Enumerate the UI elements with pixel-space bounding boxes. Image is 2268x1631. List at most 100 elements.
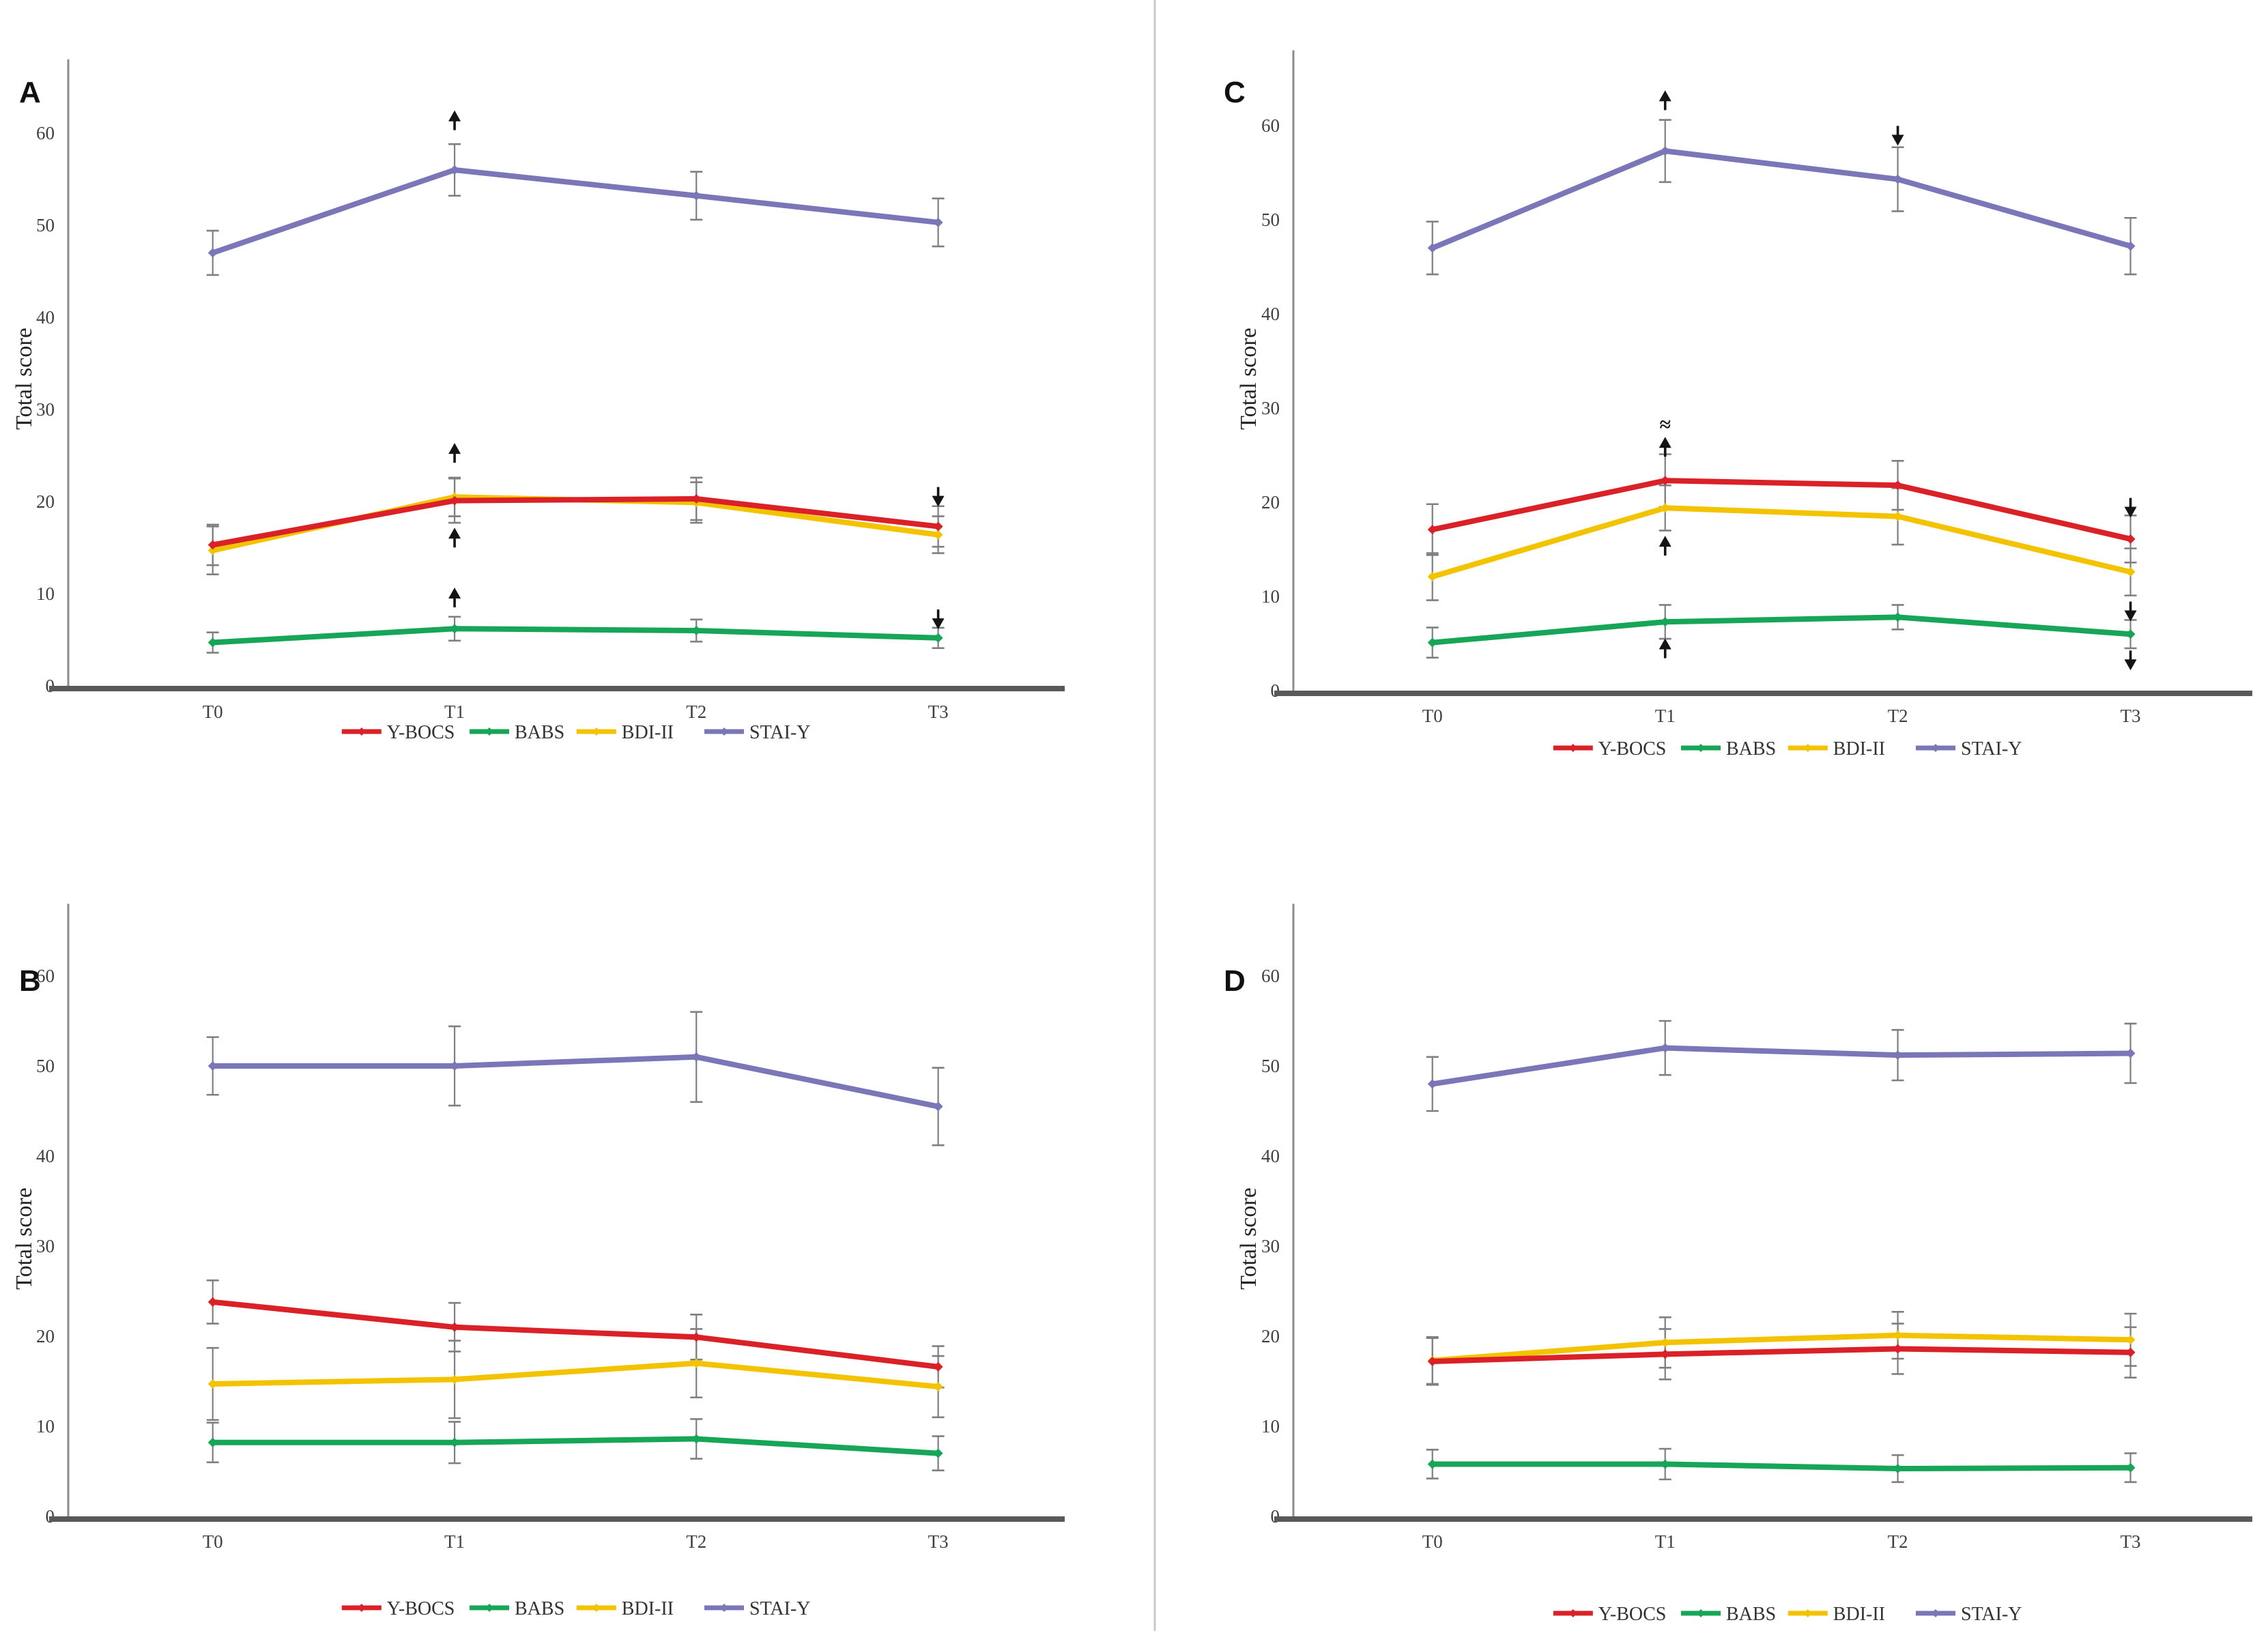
data-point-Y-BOCS: [933, 521, 943, 532]
data-point-BDI-II: [2125, 1335, 2136, 1345]
data-point-Y-BOCS: [207, 540, 218, 550]
data-point-STAI-Y: [691, 190, 702, 201]
legend-label-BDI-II: BDI-II: [622, 1598, 674, 1619]
data-point-STAI-Y: [1427, 1079, 1437, 1089]
data-point-STAI-Y: [207, 248, 218, 258]
series-line-STAI-Y: [1429, 148, 2134, 251]
y-tick-label: 10: [36, 583, 55, 604]
y-axis-title: Total score: [12, 328, 37, 430]
significance-down-arrow: [932, 487, 945, 507]
data-point-BABS: [207, 1437, 218, 1447]
data-point-BABS: [207, 637, 218, 648]
legend-label-STAI-Y: STAI-Y: [749, 1598, 811, 1619]
data-point-STAI-Y: [691, 1052, 702, 1062]
data-point-STAI-Y: [933, 217, 943, 227]
series-line-BABS: [210, 1436, 941, 1456]
data-point-BABS: [691, 626, 702, 635]
series-line-Y-BOCS: [1429, 1346, 2134, 1364]
y-tick-label: 40: [36, 1146, 55, 1166]
series-line-BABS: [210, 626, 941, 646]
y-tick-label: 50: [36, 1056, 55, 1076]
x-tick-label: T2: [1888, 1531, 1908, 1552]
legend-marker: [357, 1604, 366, 1612]
data-point-BABS: [450, 1437, 460, 1447]
data-point-BDI-II: [691, 1358, 702, 1368]
legend-label-STAI-Y: STAI-Y: [749, 722, 811, 743]
data-point-Y-BOCS: [691, 1332, 702, 1342]
data-point-BDI-II: [1660, 503, 1670, 513]
y-tick-label: 50: [1261, 1056, 1280, 1076]
series-line-BABS: [1429, 1461, 2134, 1472]
legend-label-STAI-Y: STAI-Y: [1961, 1604, 2022, 1625]
data-point-BABS: [1660, 1459, 1670, 1469]
y-tick-label: 60: [36, 123, 55, 143]
data-point-Y-BOCS: [1660, 1349, 1670, 1359]
y-tick-label: 10: [1261, 586, 1280, 607]
x-tick-label: T0: [203, 1531, 223, 1552]
significance-down-arrow: [2124, 497, 2137, 518]
legend-label-BABS: BABS: [515, 1598, 564, 1619]
data-point-BABS: [2125, 629, 2136, 639]
data-point-Y-BOCS: [2125, 1347, 2136, 1357]
legend: Y-BOCS BABS BDI-II STAI-Y: [1553, 1604, 2022, 1625]
legend: Y-BOCS BABS BDI-II STAI-Y: [341, 1598, 811, 1619]
y-tick-label: 20: [1261, 1326, 1280, 1346]
legend: Y-BOCS BABS BDI-II STAI-Y: [1553, 738, 2022, 760]
legend-label-Y-BOCS: Y-BOCS: [1598, 1604, 1667, 1625]
data-point-STAI-Y: [2125, 1048, 2136, 1058]
significance-up-arrow: [448, 110, 461, 130]
panel-B: 0102030405060T0T1T2T3Total scoreBY-BOCSB…: [12, 904, 1065, 1619]
x-tick-label: T2: [1888, 706, 1908, 726]
x-tick-label: T3: [2121, 1531, 2141, 1552]
data-point-BDI-II: [933, 530, 943, 540]
data-point-BABS: [691, 1434, 702, 1444]
series-line-BDI-II: [1429, 1332, 2134, 1363]
data-point-STAI-Y: [933, 1101, 943, 1112]
y-tick-label: 20: [36, 491, 55, 512]
legend-marker: [1803, 744, 1812, 752]
significance-up-arrow: [448, 588, 461, 608]
significance-up-arrow: [1659, 90, 1671, 111]
y-axis-title: Total score: [1236, 328, 1261, 430]
legend-label-Y-BOCS: Y-BOCS: [387, 722, 455, 743]
x-tick-label: T1: [1655, 1531, 1676, 1552]
data-point-Y-BOCS: [1427, 1356, 1437, 1366]
data-point-BDI-II: [207, 1379, 218, 1389]
panel-letter-C: C: [1224, 76, 1246, 109]
legend-marker: [592, 727, 601, 736]
significance-approx-mark: ≈: [1659, 414, 1670, 436]
data-point-Y-BOCS: [933, 1361, 943, 1372]
y-tick-label: 50: [1261, 210, 1280, 230]
legend-marker: [1697, 1609, 1705, 1617]
data-point-BABS: [933, 1448, 943, 1458]
series-line-STAI-Y: [210, 1054, 941, 1110]
legend-marker: [592, 1604, 601, 1612]
data-point-BDI-II: [450, 1374, 460, 1385]
data-point-BABS: [1660, 617, 1670, 627]
data-point-Y-BOCS: [2125, 534, 2136, 544]
y-tick-label: 40: [36, 307, 55, 328]
significance-down-arrow: [1891, 126, 1904, 146]
y-tick-label: 60: [36, 966, 55, 986]
y-tick-label: 40: [1261, 304, 1280, 324]
legend-marker: [1932, 744, 1940, 752]
legend-marker: [1568, 744, 1577, 752]
data-point-STAI-Y: [1893, 1050, 1903, 1060]
y-tick-label: 30: [1261, 398, 1280, 418]
legend-label-BABS: BABS: [1726, 738, 1776, 760]
significance-up-arrow: [1659, 536, 1671, 556]
y-tick-label: 30: [36, 399, 55, 420]
x-tick-label: T1: [444, 1531, 465, 1552]
x-tick-label: T3: [928, 1531, 949, 1552]
y-tick-label: 20: [36, 1326, 55, 1346]
series-line-BDI-II: [210, 1360, 941, 1389]
data-point-STAI-Y: [1893, 174, 1903, 184]
legend-label-BABS: BABS: [1726, 1604, 1776, 1625]
data-point-BDI-II: [2125, 567, 2136, 577]
legend-marker: [357, 727, 366, 736]
x-tick-label: T0: [203, 702, 223, 722]
data-point-Y-BOCS: [450, 495, 460, 506]
panel-C: 0102030405060T0T1T2T3Total scoreC≈Y-BOCS…: [1224, 50, 2252, 760]
series-line-STAI-Y: [1429, 1045, 2134, 1087]
data-point-BABS: [933, 633, 943, 643]
